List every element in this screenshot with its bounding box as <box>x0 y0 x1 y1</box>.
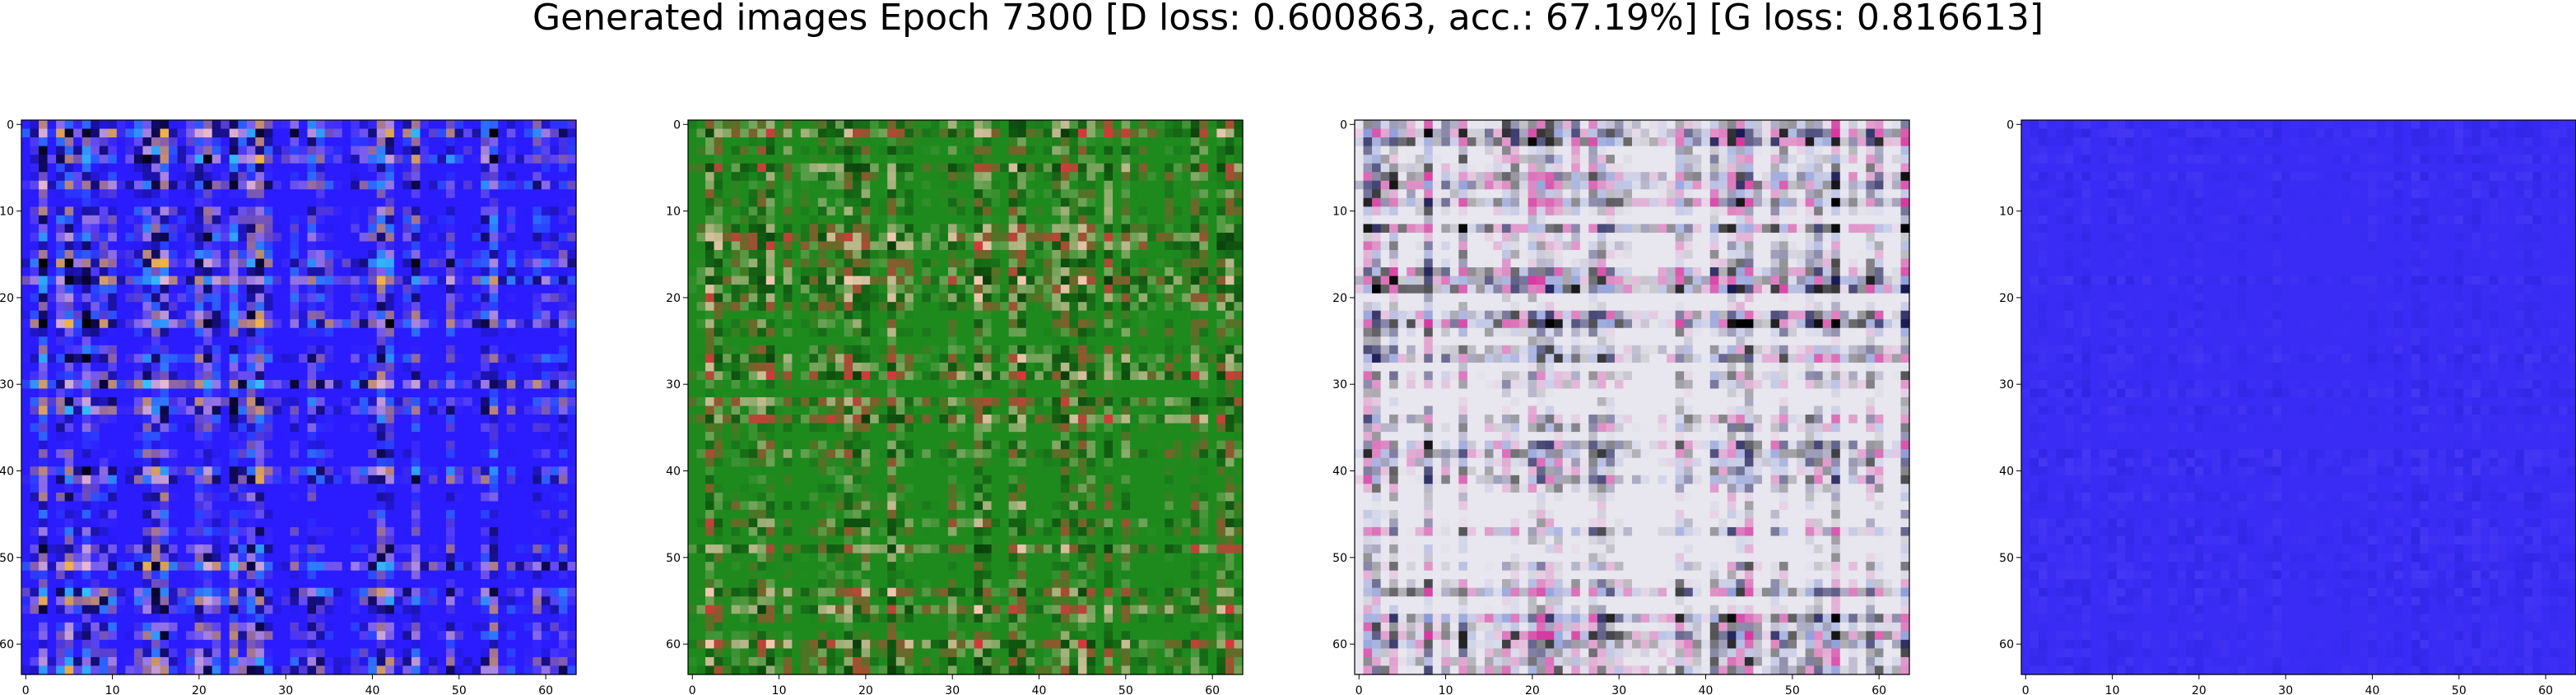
y-tick-label: 60 <box>666 638 681 651</box>
y-tick-label: 0 <box>2006 118 2014 132</box>
y-tick-label: 30 <box>1999 378 2014 392</box>
y-tick-label: 30 <box>1332 378 1347 392</box>
y-tick-label: 60 <box>1999 638 2014 651</box>
y-tick-label: 40 <box>1332 466 1347 479</box>
x-tick-label: 60 <box>1205 684 1220 695</box>
y-tick-label: 40 <box>1999 466 2014 479</box>
x-tick-label: 50 <box>452 684 467 695</box>
x-tick-label: 30 <box>278 684 293 695</box>
x-tick-label: 60 <box>2538 684 2553 695</box>
x-tick-label: 10 <box>772 684 787 695</box>
y-tick-label: 0 <box>1340 118 1347 132</box>
y-tick-label: 20 <box>1332 292 1347 305</box>
y-tick-label: 0 <box>7 118 14 132</box>
image-panel-3: 0 10 20 30 40 50 60 0 10 20 30 40 50 60 <box>1332 118 1909 695</box>
y-tick-label: 20 <box>0 292 14 305</box>
x-tick-label: 0 <box>689 684 696 695</box>
image-panel-4: 0 10 20 30 40 50 60 0 10 20 30 40 50 60 <box>1999 118 2576 695</box>
x-tick-label: 40 <box>1032 684 1047 695</box>
y-tick-label: 10 <box>1332 206 1347 219</box>
x-tick-label: 40 <box>365 684 380 695</box>
y-tick-label: 20 <box>1999 292 2014 305</box>
y-tick-label: 50 <box>1332 552 1347 565</box>
x-tick-label: 60 <box>1872 684 1886 695</box>
x-tick-label: 0 <box>2022 684 2030 695</box>
y-tick-label: 10 <box>666 206 681 219</box>
y-tick-label: 40 <box>0 466 14 479</box>
generated-image-pixels <box>21 120 577 675</box>
y-tick-label: 20 <box>666 292 681 305</box>
x-tick-label: 10 <box>105 684 120 695</box>
generated-image-pixels <box>688 120 1244 675</box>
x-tick-label: 40 <box>1699 684 1713 695</box>
generated-image-pixels <box>1355 120 1910 675</box>
y-tick-label: 30 <box>666 378 681 392</box>
y-tick-label: 60 <box>1332 638 1347 651</box>
y-tick-label: 30 <box>0 378 14 392</box>
x-tick-label: 50 <box>1118 684 1133 695</box>
x-tick-label: 30 <box>2278 684 2293 695</box>
y-tick-label: 50 <box>0 552 14 565</box>
x-tick-label: 20 <box>858 684 873 695</box>
x-tick-label: 50 <box>2452 684 2467 695</box>
x-tick-label: 20 <box>1525 684 1540 695</box>
y-tick-label: 50 <box>1999 552 2014 565</box>
image-panel-1: 0 10 20 30 40 50 60 0 10 20 30 40 50 60 <box>0 118 577 695</box>
y-tick-label: 0 <box>673 118 681 132</box>
y-tick-label: 10 <box>0 206 14 219</box>
x-tick-label: 40 <box>2365 684 2380 695</box>
x-tick-label: 30 <box>945 684 960 695</box>
x-tick-label: 10 <box>2105 684 2120 695</box>
x-tick-label: 10 <box>1439 684 1453 695</box>
generated-image-pixels <box>2021 120 2576 675</box>
x-tick-label: 20 <box>2192 684 2206 695</box>
x-tick-label: 0 <box>1355 684 1363 695</box>
x-tick-label: 20 <box>192 684 207 695</box>
x-tick-label: 60 <box>538 684 553 695</box>
x-tick-label: 30 <box>1611 684 1626 695</box>
y-tick-label: 50 <box>666 552 681 565</box>
y-tick-label: 40 <box>666 466 681 479</box>
x-tick-label: 50 <box>1785 684 1800 695</box>
y-tick-label: 10 <box>1999 206 2014 219</box>
x-tick-label: 0 <box>22 684 30 695</box>
y-tick-label: 60 <box>0 638 14 651</box>
image-panel-2: 0 10 20 30 40 50 60 0 10 20 30 40 50 60 <box>666 118 1243 695</box>
